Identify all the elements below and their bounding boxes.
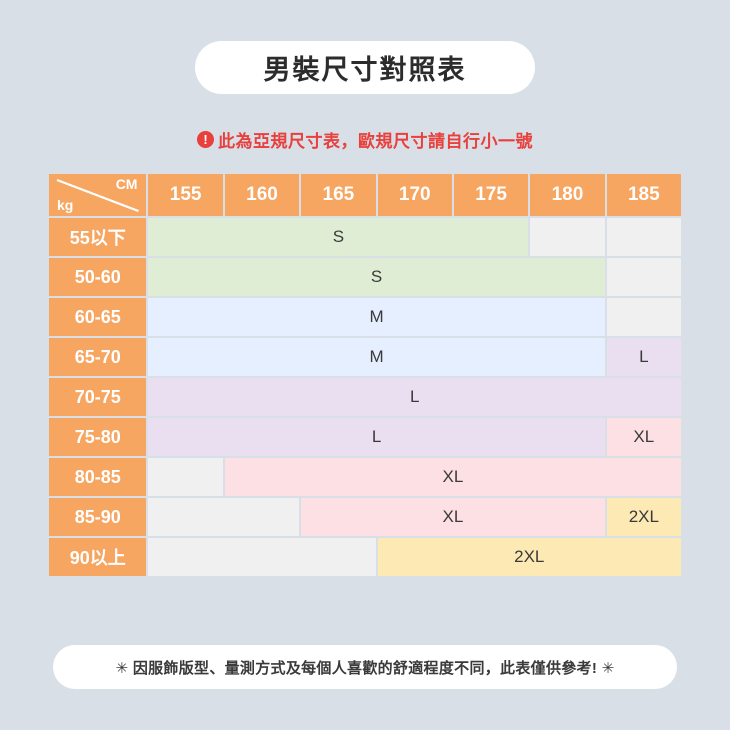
column-header-185: 185	[606, 174, 681, 216]
size-cell-L: L	[606, 338, 681, 376]
size-cell-empty	[606, 298, 681, 336]
size-cell-empty	[148, 538, 376, 576]
table-row: 65-70 M L	[49, 338, 681, 376]
exclamation-circle-icon: !	[197, 131, 214, 148]
size-cell-L: L	[148, 418, 605, 456]
size-chart-body: CM kg 155 160 165 170 175 180 185 55以下 S 50-60 S 60-6…	[49, 174, 681, 576]
size-cell-XL: XL	[301, 498, 605, 536]
size-cell-empty	[606, 218, 681, 256]
column-header-165: 165	[301, 174, 376, 216]
column-header-175: 175	[453, 174, 529, 216]
row-header-50-60: 50-60	[49, 258, 147, 296]
row-header-65-70: 65-70	[49, 338, 147, 376]
table-row: 55以下 S	[49, 218, 681, 256]
table-row: 85-90 XL 2XL	[49, 498, 681, 536]
size-chart-table: CM kg 155 160 165 170 175 180 185 55以下 S 50-60 S 60-6…	[47, 172, 683, 578]
corner-cm-label: CM	[115, 176, 138, 192]
size-cell-empty	[606, 258, 681, 296]
page-title: 男裝尺寸對照表	[263, 55, 467, 85]
size-cell-S: S	[148, 258, 605, 296]
table-row: 75-80 L XL	[49, 418, 681, 456]
corner-kg-label: kg	[57, 197, 74, 213]
table-row: 60-65 M	[49, 298, 681, 336]
row-header-85-90: 85-90	[49, 498, 147, 536]
table-row: 90以上 2XL	[49, 538, 681, 576]
table-row: 70-75 L	[49, 378, 681, 416]
row-header-70-75: 70-75	[49, 378, 147, 416]
size-cell-L: L	[148, 378, 681, 416]
warning-text: 此為亞規尺寸表，歐規尺寸請自行小一號	[218, 132, 533, 151]
row-header-75-80: 75-80	[49, 418, 147, 456]
size-cell-empty	[530, 218, 605, 256]
size-cell-XL: XL	[606, 418, 681, 456]
table-corner-cell: CM kg	[49, 174, 147, 216]
row-header-90以上: 90以上	[49, 538, 147, 576]
size-cell-M: M	[148, 298, 605, 336]
row-header-55以下: 55以下	[49, 218, 147, 256]
size-cell-empty	[148, 458, 223, 496]
column-header-170: 170	[377, 174, 452, 216]
size-cell-2XL: 2XL	[606, 498, 681, 536]
table-header-row: CM kg 155 160 165 170 175 180 185	[49, 174, 681, 216]
row-header-60-65: 60-65	[49, 298, 147, 336]
size-cell-XL: XL	[224, 458, 681, 496]
page-title-pill: 男裝尺寸對照表	[195, 41, 535, 94]
size-cell-M: M	[148, 338, 605, 376]
table-row: 50-60 S	[49, 258, 681, 296]
row-header-80-85: 80-85	[49, 458, 147, 496]
diagonal-divider-icon	[56, 178, 139, 213]
column-header-160: 160	[224, 174, 300, 216]
table-row: 80-85 XL	[49, 458, 681, 496]
size-cell-empty	[148, 498, 300, 536]
column-header-180: 180	[530, 174, 605, 216]
footer-note-text: ✳ 因服飾版型、量測方式及每個人喜歡的舒適程度不同，此表僅供參考! ✳	[115, 659, 615, 677]
size-cell-S: S	[148, 218, 529, 256]
warning-notice: ! 此為亞規尺寸表，歐規尺寸請自行小一號	[0, 127, 730, 152]
column-header-155: 155	[148, 174, 223, 216]
size-cell-2XL: 2XL	[377, 538, 681, 576]
footer-note-pill: ✳ 因服飾版型、量測方式及每個人喜歡的舒適程度不同，此表僅供參考! ✳	[53, 645, 677, 689]
